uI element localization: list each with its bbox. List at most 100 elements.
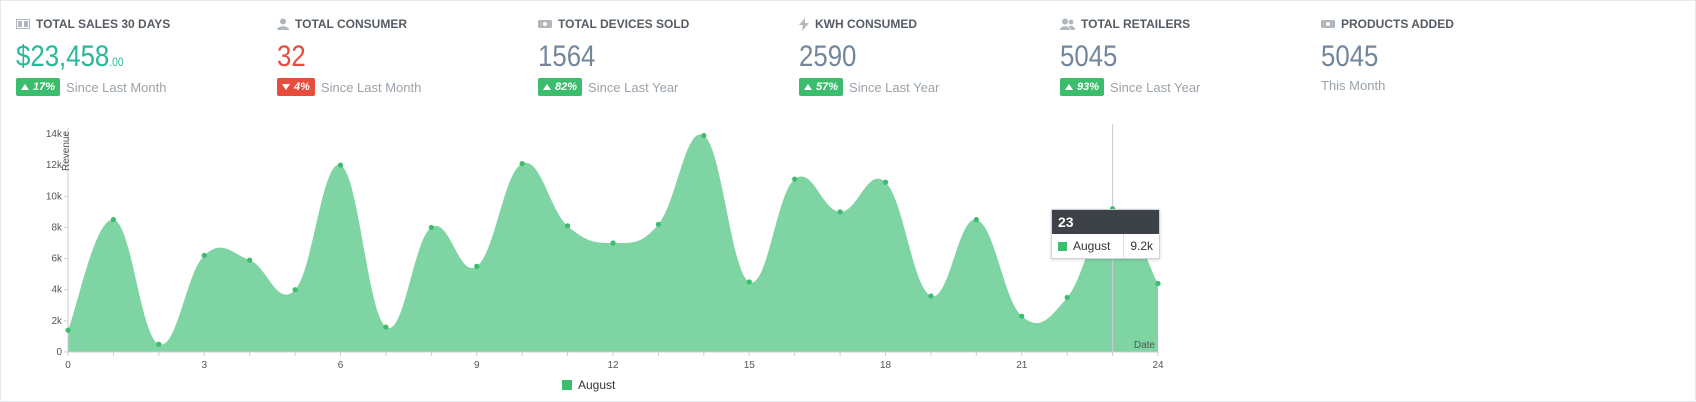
- tile-footer: 93% Since Last Year: [1060, 78, 1330, 96]
- data-point: [1155, 280, 1161, 287]
- change-percent: 4%: [294, 81, 310, 93]
- change-badge: 4%: [277, 78, 315, 96]
- revenue-chart-svg: 0 2k 4k 6k 8k 10k 12k 14k 0 3 6 9 12 15 18 21 24 Revenue D…: [46, 124, 1164, 371]
- data-point: [428, 224, 434, 231]
- change-badge: 93%: [1060, 78, 1105, 96]
- x-tick-label: 3: [201, 360, 207, 371]
- tile-footer: 4% Since Last Month: [277, 78, 547, 96]
- tile-value-main: 5045: [1060, 40, 1118, 73]
- tooltip-title: 23: [1052, 210, 1159, 234]
- data-point: [1064, 294, 1070, 301]
- chart-legend[interactable]: August: [562, 378, 615, 392]
- tile-value-main: 1564: [538, 40, 596, 73]
- y-tick-label: 12k: [46, 160, 63, 171]
- tile-value-cents: .00: [109, 55, 124, 69]
- change-percent: 17%: [33, 81, 56, 93]
- tile-title: TOTAL SALES 30 DAYS: [36, 17, 171, 31]
- tile-period: Since Last Month: [320, 79, 422, 95]
- stat-tile: TOTAL SALES 30 DAYS $23,458.00 17% Since La…: [16, 16, 286, 106]
- user-icon: [277, 18, 289, 30]
- tile-value-main: 2590: [799, 40, 857, 73]
- tooltip-value: 9.2k: [1123, 234, 1159, 258]
- revenue-chart: 0 2k 4k 6k 8k 10k 12k 14k 0 3 6 9 12 15 18 21 24 Revenue D…: [0, 118, 1696, 402]
- tile-footer: 82% Since Last Year: [538, 78, 808, 96]
- x-tick-label: 12: [607, 360, 619, 371]
- y-tick-label: 8k: [51, 222, 63, 233]
- y-tick-label: 14k: [46, 129, 63, 140]
- tile-value: $23,458.00: [16, 42, 248, 74]
- users-icon: [1060, 18, 1075, 30]
- tile-title: TOTAL DEVICES SOLD: [558, 17, 690, 31]
- device-icon: [1321, 19, 1335, 29]
- caret-down-icon: [282, 84, 290, 90]
- tile-value: 2590: [799, 42, 1031, 74]
- y-tick-label: 6k: [51, 254, 63, 265]
- data-point: [292, 287, 298, 293]
- tile-value-main: 32: [277, 40, 306, 73]
- y-tick-label: 10k: [46, 191, 63, 202]
- caret-up-icon: [21, 84, 29, 90]
- stat-tile: TOTAL CONSUMER 32 4% Since Last Month: [277, 16, 547, 106]
- data-point: [156, 341, 162, 347]
- stat-tile: KWH CONSUMED 2590 57% Since Last Year: [799, 16, 1069, 106]
- tile-period: Since Last Month: [66, 79, 167, 95]
- y-axis-label: Revenue: [61, 131, 72, 171]
- data-point: [610, 240, 616, 246]
- stat-tile: TOTAL DEVICES SOLD 1564 82% Since Last Year: [538, 16, 808, 106]
- tooltip-series: August: [1073, 239, 1111, 253]
- change-percent: 57%: [816, 81, 839, 93]
- tile-value: 5045: [1321, 42, 1553, 74]
- change-badge: 17%: [16, 78, 61, 96]
- x-tick-label: 15: [744, 360, 756, 371]
- data-point: [655, 221, 662, 227]
- x-tick-label: 18: [880, 360, 892, 371]
- data-point: [519, 160, 525, 167]
- x-tick-label: 21: [1016, 360, 1028, 371]
- tile-footer: 17% Since Last Month: [16, 78, 286, 96]
- data-point: [474, 263, 480, 269]
- tile-header: PRODUCTS ADDED: [1321, 16, 1591, 32]
- change-badge: 57%: [799, 78, 844, 96]
- x-tick-label: 0: [65, 360, 71, 371]
- data-point: [564, 223, 571, 229]
- device-icon: [538, 19, 552, 29]
- data-point: [792, 176, 798, 182]
- data-point: [701, 132, 707, 139]
- tile-header: TOTAL CONSUMER: [277, 16, 547, 32]
- data-point: [928, 293, 934, 299]
- legend-swatch: [562, 380, 572, 390]
- data-point: [837, 209, 843, 215]
- tile-header: KWH CONSUMED: [799, 16, 1069, 32]
- data-point: [383, 324, 389, 330]
- stat-tiles: TOTAL SALES 30 DAYS $23,458.00 17% Since La…: [16, 16, 1696, 106]
- data-point: [201, 252, 207, 259]
- legend-label: August: [578, 378, 616, 392]
- tile-value-main: $23,458: [16, 40, 110, 73]
- tile-period: This Month: [1321, 78, 1386, 93]
- tile-value-main: 5045: [1321, 40, 1379, 73]
- bolt-icon: [799, 17, 809, 31]
- tile-value: 5045: [1060, 42, 1292, 74]
- tile-footer: This Month: [1321, 78, 1591, 93]
- x-tick-label: 9: [474, 360, 480, 371]
- caret-up-icon: [1065, 84, 1073, 90]
- y-tick-label: 2k: [51, 316, 63, 327]
- tile-value: 1564: [538, 42, 770, 74]
- stat-tile: TOTAL RETAILERS 5045 93% Since Last Year: [1060, 16, 1330, 106]
- caret-up-icon: [543, 84, 551, 90]
- chart-tooltip: 23 August 9.2k: [1051, 209, 1160, 259]
- data-point: [337, 162, 344, 168]
- change-percent: 82%: [555, 81, 578, 93]
- money-icon: [16, 19, 30, 29]
- tile-header: TOTAL RETAILERS: [1060, 16, 1330, 32]
- x-axis-label: Date: [1134, 340, 1156, 351]
- x-tick-label: 24: [1152, 360, 1164, 371]
- data-point: [65, 327, 71, 333]
- tile-title: TOTAL RETAILERS: [1081, 17, 1191, 31]
- data-point: [247, 257, 253, 263]
- change-percent: 93%: [1077, 81, 1100, 93]
- tile-header: TOTAL DEVICES SOLD: [538, 16, 808, 32]
- caret-up-icon: [804, 84, 812, 90]
- tile-header: TOTAL SALES 30 DAYS: [16, 16, 286, 32]
- data-point: [110, 217, 117, 223]
